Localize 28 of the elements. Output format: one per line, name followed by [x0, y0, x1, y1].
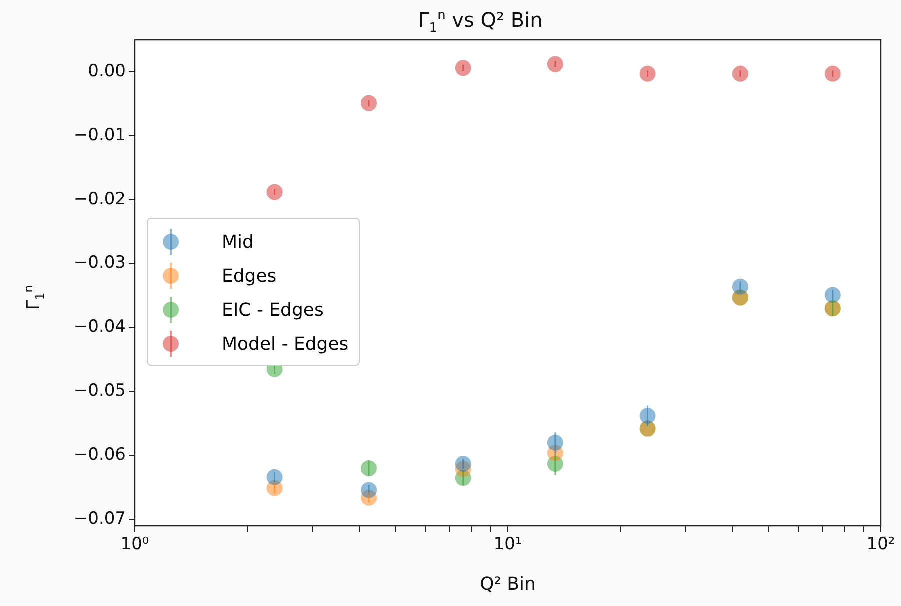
point: [640, 66, 656, 82]
y-tick-label: −0.01: [74, 125, 126, 146]
y-tick-label: −0.03: [74, 253, 126, 274]
point: [455, 60, 472, 76]
chart-title: Γ$_{1}$$^{n}$ vs Q² Bin: [417, 8, 544, 36]
y-tick-label: −0.07: [74, 509, 126, 530]
point: [455, 456, 472, 472]
x-tick-label: 10¹: [494, 534, 522, 555]
point: [824, 66, 841, 82]
point: [547, 56, 564, 72]
point: [732, 66, 748, 82]
point: [732, 278, 748, 295]
point: [361, 460, 378, 476]
y-tick-label: −0.05: [74, 381, 126, 402]
legend-label: EIC - Edges: [222, 300, 324, 320]
y-tick-label: −0.06: [74, 445, 126, 466]
point: [361, 482, 378, 498]
x-tick-label: 10²: [866, 534, 896, 555]
x-axis-title: Q² Bin: [479, 574, 537, 595]
legend-label: Model - Edges: [222, 334, 349, 354]
y-tick-label: −0.02: [74, 189, 126, 210]
point: [361, 95, 378, 112]
legend-label: Mid: [222, 232, 254, 252]
y-tick-label: −0.04: [74, 317, 126, 338]
x-tick-label: 10⁰: [120, 534, 150, 555]
point: [824, 287, 841, 304]
y-tick-label: 0.00: [88, 61, 126, 82]
legend-label: Edges: [222, 266, 277, 286]
